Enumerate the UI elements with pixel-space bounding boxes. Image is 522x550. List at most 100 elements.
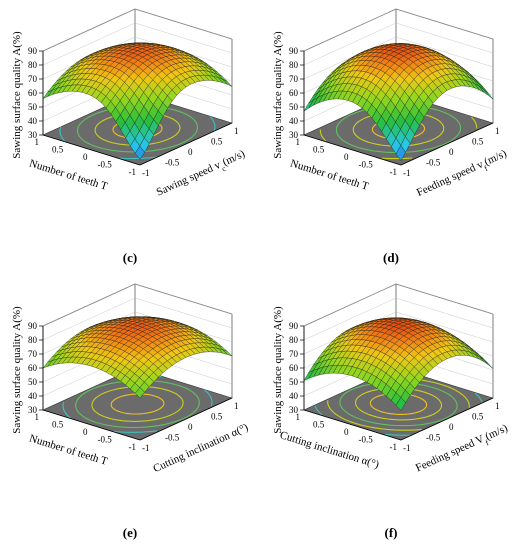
- x-tick-label: 0.5: [211, 412, 223, 422]
- z-tick-label: 40: [289, 116, 299, 126]
- y-tick-label: 0.5: [52, 420, 64, 430]
- x-tick-label: -1: [142, 168, 150, 178]
- z-tick-label: 60: [28, 363, 38, 373]
- z-tick-label: 40: [28, 391, 38, 401]
- surface-panel-f: 30 40 50 60 70 80 90 -1 -0.5 0 0.5 1 -1 -0.5 0 0.5 1 Sawi…: [272, 283, 511, 540]
- z-tick-label: 80: [28, 335, 38, 345]
- y-tick-label: -1: [129, 442, 137, 452]
- contour-line: [75, 379, 200, 429]
- y-axis-line: [42, 409, 141, 441]
- contour-line: [110, 393, 165, 415]
- y-tick-label: -0.5: [359, 435, 374, 445]
- y-tick-label: 1: [35, 137, 40, 147]
- y-tick-label: -0.5: [98, 160, 113, 170]
- y-tick-label: 0.5: [313, 420, 325, 430]
- y-tick-label: 0: [83, 427, 88, 437]
- x-axis-line: [400, 122, 494, 166]
- z-axis-title: Sawing surface quality A(%): [11, 306, 23, 434]
- z-axis-title: Sawing surface quality A(%): [272, 306, 284, 434]
- x-axis-title: Feeding speed vf(m/s): [415, 147, 510, 202]
- x-axis-title: Feeding speed Vf(m/s): [414, 422, 511, 478]
- x-tick-label: 0.5: [211, 137, 223, 147]
- x-tick-label: -1: [403, 443, 411, 453]
- y-tick-label: 0.5: [313, 145, 325, 155]
- response-surface: [42, 316, 233, 399]
- z-tick-label: 30: [28, 130, 38, 140]
- x-tick-label: 0.5: [472, 412, 484, 422]
- surface-cell: [395, 145, 406, 162]
- x-tick-label: 0: [188, 147, 193, 157]
- x-tick-label: -0.5: [165, 158, 180, 168]
- y-tick-label: -1: [390, 167, 398, 177]
- z-tick-label: 90: [28, 321, 38, 331]
- z-tick-label: 60: [28, 88, 38, 98]
- surface-cell: [483, 89, 494, 100]
- x-axis-line: [139, 397, 233, 441]
- y-tick-label: -1: [390, 442, 398, 452]
- wall-gridline: [303, 297, 494, 341]
- y-tick-label: 0: [344, 152, 349, 162]
- x-tick-label: 0: [188, 422, 193, 432]
- x-tick-label: 1: [234, 401, 239, 411]
- y-tick-label: -1: [129, 167, 137, 177]
- panel-caption: (d): [383, 250, 399, 265]
- wall-gridline: [303, 283, 494, 327]
- y-axis-line: [303, 134, 402, 166]
- x-axis-title: Sawing speed vc(m/s): [155, 148, 249, 202]
- x-tick-label: -1: [403, 168, 411, 178]
- z-tick-label: 40: [28, 116, 38, 126]
- x-tick-label: -1: [142, 443, 150, 453]
- surface-cell: [134, 387, 145, 399]
- response-surface: [42, 42, 233, 160]
- x-tick-label: -0.5: [165, 433, 180, 443]
- x-tick-label: 1: [234, 126, 239, 136]
- z-tick-label: 30: [289, 130, 299, 140]
- z-tick-label: 30: [289, 405, 299, 415]
- z-axis-title: Sawing surface quality A(%): [11, 31, 23, 159]
- wall-gridline: [42, 22, 233, 66]
- z-tick-label: 70: [28, 74, 38, 84]
- surface-panel-e: 30 40 50 60 70 80 90 -1 -0.5 0 0.5 1 -1 -0.5 0 0.5 1 Sawi…: [11, 283, 250, 540]
- z-tick-label: 70: [289, 349, 299, 359]
- x-tick-label: 0: [449, 422, 454, 432]
- z-tick-label: 70: [289, 74, 299, 84]
- wall-gridline: [42, 297, 233, 341]
- panel-caption: (f): [385, 525, 398, 540]
- z-tick-label: 60: [289, 363, 299, 373]
- z-tick-label: 90: [289, 321, 299, 331]
- x-tick-label: 1: [495, 126, 500, 136]
- x-tick-label: 1: [495, 401, 500, 411]
- z-tick-label: 80: [289, 335, 299, 345]
- y-tick-label: -0.5: [98, 435, 113, 445]
- y-tick-label: 0: [344, 427, 349, 437]
- z-axis-title: Sawing surface quality A(%): [272, 31, 284, 159]
- z-tick-label: 80: [289, 60, 299, 70]
- x-axis-line: [400, 397, 494, 441]
- contour-line: [91, 386, 184, 422]
- x-tick-label: 0.5: [472, 137, 484, 147]
- x-axis-line: [139, 122, 233, 166]
- y-axis-line: [42, 134, 141, 166]
- wall-gridline: [42, 283, 233, 327]
- z-tick-label: 50: [289, 102, 299, 112]
- y-tick-label: 0: [83, 152, 88, 162]
- x-axis-title: Cutting inclination α(°): [151, 421, 250, 475]
- y-tick-label: 1: [35, 412, 40, 422]
- surface-cell: [134, 145, 145, 160]
- x-tick-label: -0.5: [426, 433, 441, 443]
- surface-cell: [478, 356, 489, 365]
- panel-caption: (c): [123, 250, 137, 265]
- wall-gridline: [303, 8, 494, 52]
- z-tick-label: 50: [28, 377, 38, 387]
- wall-gridline: [42, 8, 233, 52]
- y-tick-label: -0.5: [359, 160, 374, 170]
- z-tick-label: 60: [289, 88, 299, 98]
- z-tick-label: 40: [289, 391, 299, 401]
- x-tick-label: -0.5: [426, 158, 441, 168]
- wall-gridline: [303, 36, 494, 80]
- y-tick-label: 0.5: [52, 145, 64, 155]
- surface-panel-c: 30 40 50 60 70 80 90 -1 -0.5 0 0.5 1 -1 -0.5 0 0.5 1 Sawi…: [11, 8, 249, 265]
- response-surface: [303, 317, 494, 411]
- x-tick-label: 0: [449, 147, 454, 157]
